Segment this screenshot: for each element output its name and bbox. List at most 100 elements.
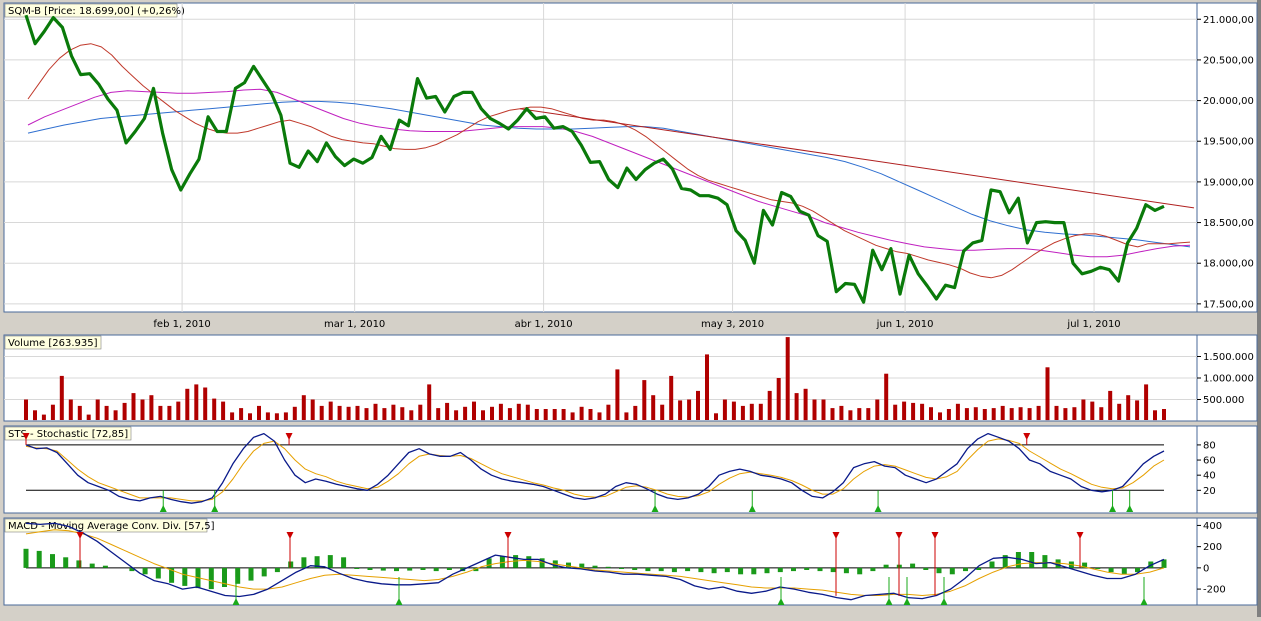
macd-histogram-bar (129, 567, 135, 572)
macd-histogram-bar (817, 567, 823, 572)
panel-title: MACD - Moving Average Conv. Div. [57,5] (8, 521, 215, 532)
volume-bar (337, 405, 342, 420)
panel-title: Volume [263.935] (8, 338, 98, 349)
volume-bar (1027, 408, 1032, 420)
macd-histogram-bar (976, 567, 982, 570)
volume-bar (1108, 390, 1113, 420)
y-tick-label: 20.000,00 (1203, 96, 1254, 107)
volume-bar (1144, 384, 1149, 420)
volume-bar (570, 412, 575, 420)
macd-histogram-bar (949, 567, 955, 575)
stoch-k-line (25, 432, 1165, 504)
volume-bar (1117, 403, 1122, 420)
macd-histogram-bar (36, 550, 42, 568)
plot-area (3, 2, 1198, 313)
volume-bar (230, 412, 235, 420)
volume-bar (884, 373, 889, 420)
x-tick-label: may 3, 2010 (701, 319, 764, 330)
volume-bar (24, 399, 28, 420)
volume-bar (821, 399, 826, 420)
volume-bar (588, 409, 593, 420)
macd-histogram-bar (923, 567, 929, 570)
macd-histogram-bar (89, 563, 95, 568)
buy-signal-marker (1126, 505, 1134, 512)
volume-bar (41, 414, 46, 420)
volume-bar (158, 405, 163, 420)
y-tick-label: 80 (1203, 440, 1216, 451)
volume-bar (991, 408, 996, 420)
macd-histogram-bar (1121, 567, 1127, 575)
volume-bar (606, 404, 611, 420)
macd-histogram-bar (645, 567, 651, 572)
volume-bar (785, 337, 790, 420)
macd-histogram-bar (910, 563, 916, 568)
volume-bar (113, 410, 118, 421)
volume-bar (463, 406, 468, 420)
volume-bar (400, 407, 405, 420)
macd-histogram-bar (420, 567, 426, 570)
macd-histogram-bar (698, 567, 704, 573)
macd-histogram-bar (724, 567, 730, 573)
buy-signal-marker (885, 598, 893, 605)
volume-bar (731, 401, 736, 420)
macd-histogram-bar (102, 565, 108, 568)
volume-bar (964, 408, 969, 420)
plot-area (3, 425, 1198, 514)
macd-histogram-bar (857, 567, 863, 575)
macd-histogram-bar (50, 554, 55, 568)
volume-bar (221, 401, 226, 420)
volume-bar (319, 405, 324, 420)
volume-bar (516, 403, 521, 420)
volume-bar (1072, 407, 1077, 420)
buy-signal-marker (651, 505, 659, 512)
volume-bar (140, 399, 145, 420)
macd-histogram-bar (777, 567, 783, 573)
volume-bar (973, 407, 978, 420)
volume-bar (740, 405, 745, 420)
volume-bar (346, 406, 351, 420)
sell-signal-marker (22, 433, 30, 440)
volume-bar (929, 407, 933, 420)
volume-bar (839, 405, 844, 420)
macd-histogram-bar (883, 564, 889, 568)
volume-bar (373, 403, 378, 420)
y-tick-label: 400 (1203, 521, 1222, 532)
stochastic-panel: STS - Stochastic [72,85] 80 60 40 20 (3, 425, 1258, 514)
macd-histogram-bar (671, 567, 677, 573)
volume-bar (534, 409, 539, 420)
macd-histogram-bar (685, 567, 691, 572)
volume-bar (893, 404, 898, 420)
macd-histogram-bar (1108, 567, 1114, 573)
y-tick-label: 1.500.000 (1203, 352, 1254, 363)
volume-bar (472, 401, 476, 420)
volume-bar (445, 402, 450, 420)
macd-histogram-bar (248, 567, 254, 581)
volume-bar (265, 412, 270, 420)
macd-histogram-bar (579, 563, 585, 568)
volume-bar (678, 400, 683, 420)
sell-signal-marker (76, 532, 84, 539)
volume-bar (552, 409, 557, 420)
macd-histogram-bar (1135, 567, 1140, 573)
macd-histogram-bar (486, 558, 492, 568)
volume-bar (77, 405, 82, 420)
x-tick-label: jul 1, 2010 (1066, 319, 1120, 330)
trend-line (519, 108, 1195, 209)
volume-bar (812, 399, 817, 420)
macd-histogram-bar (499, 556, 505, 568)
volume-bar (409, 410, 414, 421)
volume-bar (310, 399, 315, 420)
macd-histogram-bar (235, 567, 241, 584)
volume-bar (104, 405, 109, 420)
volume-bar (902, 401, 907, 420)
volume-bar (391, 404, 396, 420)
macd-histogram-bar (446, 567, 452, 570)
macd-histogram-bar (274, 567, 280, 573)
y-tick-label: 20.500,00 (1203, 55, 1254, 66)
volume-bar (615, 369, 620, 420)
x-tick-label: mar 1, 2010 (324, 319, 385, 330)
volume-bar (382, 408, 387, 420)
volume-bar (59, 375, 64, 420)
macd-histogram-bar (830, 567, 836, 573)
macd-histogram-bar (208, 567, 214, 590)
